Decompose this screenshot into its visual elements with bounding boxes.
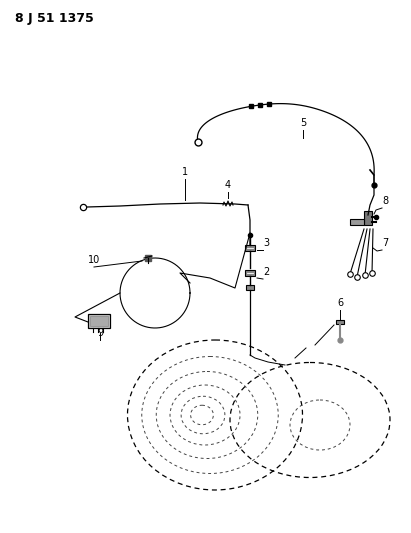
- Text: 8 J 51 1375: 8 J 51 1375: [15, 12, 94, 25]
- Text: 5: 5: [300, 118, 306, 128]
- Text: 9: 9: [97, 328, 103, 338]
- Text: 6: 6: [337, 298, 343, 308]
- Bar: [245, 270, 255, 276]
- Bar: [90, 316, 108, 326]
- Bar: [88, 314, 110, 328]
- Text: 7: 7: [382, 238, 388, 248]
- Text: 3: 3: [263, 238, 269, 248]
- Text: 1: 1: [182, 167, 188, 177]
- Bar: [364, 211, 372, 225]
- Bar: [350, 219, 364, 225]
- Bar: [245, 245, 255, 251]
- Text: 2: 2: [263, 267, 269, 277]
- Text: 10: 10: [88, 255, 100, 265]
- Text: 8: 8: [382, 196, 388, 206]
- Bar: [246, 285, 254, 290]
- Text: 4: 4: [225, 180, 231, 190]
- Bar: [336, 320, 344, 324]
